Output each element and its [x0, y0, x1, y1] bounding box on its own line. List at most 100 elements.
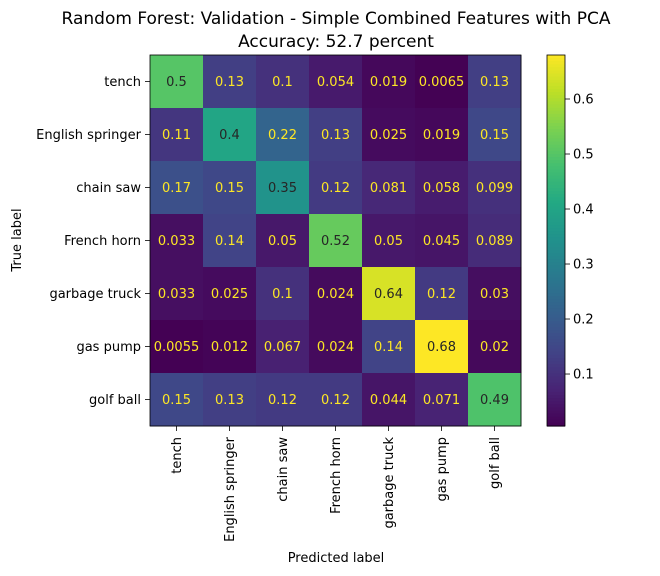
cell-value-label: 0.13 — [215, 75, 244, 90]
heatmap-cell-r3-c6 — [468, 214, 522, 268]
cell-value-label: 0.071 — [423, 393, 460, 408]
y-tick-label-english-springer: English springer — [36, 128, 142, 143]
colorbar-segment — [547, 228, 565, 232]
cell-value-label: 0.4 — [219, 128, 240, 143]
colorbar-segment — [547, 274, 565, 279]
heatmap-cell-r1-c6 — [468, 108, 522, 162]
cell-value-label: 0.11 — [162, 128, 191, 143]
colorbar-segment — [547, 255, 565, 260]
colorbar-segment — [547, 419, 565, 424]
colorbar-segment — [547, 283, 565, 288]
colorbar-segment — [547, 370, 565, 375]
cell-value-label: 0.033 — [158, 287, 195, 302]
heatmap-cell-r6-c3 — [309, 373, 363, 427]
heatmap-cell-r5-c1 — [203, 320, 257, 374]
colorbar-tick-label: 0.2 — [573, 313, 594, 328]
cell-value-label: 0.12 — [321, 181, 350, 196]
colorbar-segment — [547, 348, 565, 353]
cell-value-label: 0.0055 — [154, 340, 200, 355]
y-tick-label-golf-ball: golf ball — [89, 393, 141, 408]
colorbar-segment — [547, 157, 565, 161]
heatmap-cell-r5-c4 — [362, 320, 416, 374]
cell-value-label: 0.13 — [321, 128, 350, 143]
colorbar-segment — [547, 144, 565, 149]
colorbar-segment — [547, 413, 565, 418]
cell-value-label: 0.35 — [268, 181, 297, 196]
colorbar-segment — [547, 141, 565, 146]
colorbar-segment — [547, 73, 565, 78]
colorbar-segment — [547, 221, 565, 226]
heatmap-cell-r5-c5 — [415, 320, 469, 374]
colorbar-segment — [547, 194, 565, 198]
cell-value-label: 0.52 — [321, 234, 350, 249]
cell-value-label: 0.012 — [211, 340, 248, 355]
cell-value-label: 0.1 — [272, 75, 293, 90]
y-tick-label-gas-pump: gas pump — [76, 340, 141, 355]
heatmap-cell-r6-c2 — [256, 373, 310, 427]
heatmap-cell-r4-c6 — [468, 267, 522, 321]
colorbar-tick-label: 0.5 — [573, 148, 594, 163]
colorbar-segment — [547, 172, 565, 177]
x-tick-label-french-horn: French horn — [329, 437, 344, 514]
colorbar-segment — [547, 101, 565, 106]
heatmap-cell-r0-c3 — [309, 55, 363, 109]
colorbar-segment — [547, 391, 565, 396]
colorbar-segment — [547, 135, 565, 140]
y-axis-ticks: tench English springer chain saw French hor… — [36, 75, 150, 408]
x-tick-label-garbage-truck: garbage truck — [382, 437, 397, 529]
colorbar-segment — [547, 305, 565, 310]
heatmap-cell-r1-c0 — [150, 108, 204, 162]
colorbar-segment — [547, 330, 565, 334]
y-tick-label-chain-saw: chain saw — [76, 181, 141, 196]
colorbar-segment — [547, 70, 565, 75]
cell-value-label: 0.12 — [268, 393, 297, 408]
colorbar-segment — [547, 203, 565, 208]
colorbar-segment — [547, 271, 565, 276]
heatmap-cell-r4-c1 — [203, 267, 257, 321]
colorbar-segment — [547, 191, 565, 195]
colorbar-segment — [547, 206, 565, 211]
cell-value-label: 0.089 — [476, 234, 513, 249]
cell-value-label: 0.05 — [374, 234, 403, 249]
cell-value-label: 0.058 — [423, 181, 460, 196]
colorbar-segment — [547, 150, 565, 155]
colorbar-segment — [547, 323, 565, 328]
colorbar-segment — [547, 107, 565, 112]
colorbar-segment — [547, 55, 565, 59]
colorbar-segment — [547, 67, 565, 72]
heatmap-cell-r4-c3 — [309, 267, 363, 321]
colorbar-segment — [547, 240, 565, 245]
colorbar-segment — [547, 184, 565, 189]
heatmap-cell-r4-c5 — [415, 267, 469, 321]
colorbar-segment — [547, 153, 565, 158]
cell-value-label: 0.15 — [480, 128, 509, 143]
colorbar-segment — [547, 237, 565, 242]
x-axis-label: Predicted label — [288, 551, 385, 566]
colorbar-segment — [547, 277, 565, 282]
cell-value-label: 0.15 — [215, 181, 244, 196]
colorbar-segment — [547, 265, 565, 269]
cell-value-label: 0.1 — [272, 287, 293, 302]
colorbar-segment — [547, 181, 565, 186]
heatmap-cell-r6-c4 — [362, 373, 416, 427]
x-tick-label-tench: tench — [170, 437, 185, 474]
heatmap-cell-r5-c3 — [309, 320, 363, 374]
colorbar-segment — [547, 299, 565, 303]
colorbar-segment — [547, 268, 565, 273]
cell-value-label: 0.02 — [480, 340, 509, 355]
heatmap-cell-r0-c6 — [468, 55, 522, 109]
y-tick-label-french-horn: French horn — [64, 234, 141, 249]
heatmap-cell-r2-c0 — [150, 161, 204, 215]
colorbar-segment — [547, 252, 565, 257]
colorbar-segment — [547, 119, 565, 124]
colorbar-segment — [547, 147, 565, 152]
cell-value-label: 0.49 — [480, 393, 509, 408]
colorbar-segment — [547, 354, 565, 359]
cell-value-label: 0.081 — [370, 181, 407, 196]
heatmap-cell-r5-c0 — [150, 320, 204, 374]
colorbar-segment — [547, 218, 565, 223]
colorbar-segment — [547, 85, 565, 90]
chart-title-line1: Random Forest: Validation - Simple Combi… — [62, 9, 611, 29]
colorbar-segment — [547, 225, 565, 229]
cell-value-label: 0.17 — [162, 181, 191, 196]
